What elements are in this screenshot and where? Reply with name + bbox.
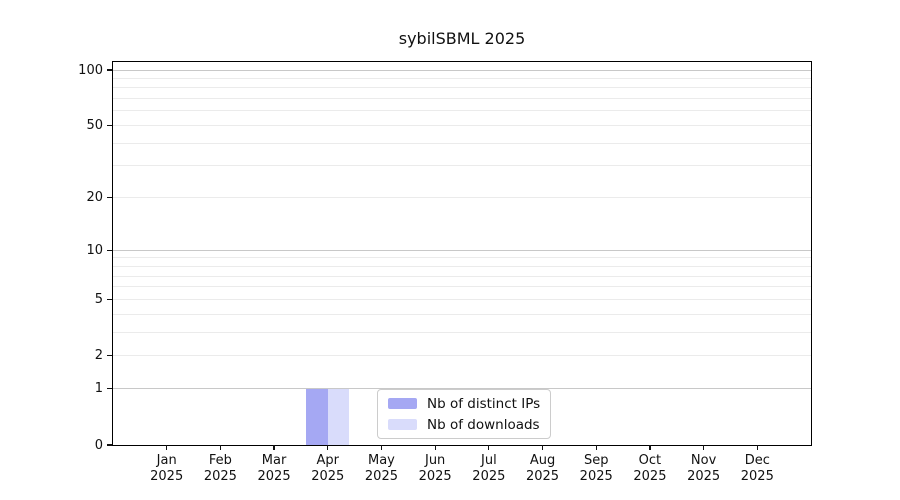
- x-axis-year-label: 2025: [633, 468, 667, 484]
- x-axis-tick: [327, 445, 329, 450]
- gridline: [113, 98, 811, 100]
- gridline: [113, 142, 811, 144]
- x-axis-tick: [595, 445, 597, 450]
- gridline: [113, 298, 811, 300]
- x-axis-tick: [380, 445, 383, 450]
- y-axis-tick: [106, 355, 112, 357]
- y-axis-tick: [106, 69, 112, 71]
- plot-area: Nb of distinct IPs Nb of downloads 100 50…: [78, 61, 812, 484]
- gridline: [113, 331, 811, 333]
- x-axis-year-label: 2025: [364, 468, 398, 484]
- y-axis-tick-label: 50: [86, 118, 103, 134]
- x-axis-year-label: 2025: [257, 468, 291, 484]
- legend-label-downloads: Nb of downloads: [427, 416, 540, 433]
- x-axis-tick: [166, 445, 168, 450]
- gridline: [113, 69, 811, 71]
- legend: Nb of distinct IPs Nb of downloads: [377, 389, 552, 439]
- x-axis-month-label: Dec 2025: [729, 453, 785, 484]
- x-axis-tick: [434, 445, 436, 450]
- x-axis-month-label: Apr 2025: [300, 453, 356, 484]
- gridline: [113, 313, 811, 315]
- bar-downloads: [327, 388, 350, 445]
- chart-title: sybilSBML 2025: [398, 29, 526, 48]
- x-axis-tick: [541, 445, 544, 450]
- x-axis-tick: [488, 445, 490, 450]
- x-axis-tick: [219, 445, 221, 450]
- x-axis-year-label: 2025: [579, 468, 613, 484]
- legend-swatch-distinct-ips: [388, 398, 417, 409]
- gridline: [113, 87, 811, 89]
- y-axis-tick-label: 10: [86, 242, 103, 258]
- x-axis-month-label: Jul 2025: [461, 453, 517, 484]
- gridline: [113, 286, 811, 288]
- x-axis-year-label: 2025: [472, 468, 506, 484]
- gridline: [113, 125, 811, 127]
- x-axis-year-label: 2025: [525, 468, 560, 484]
- y-axis-tick: [106, 197, 112, 199]
- y-axis-tick-label: 2: [94, 348, 103, 364]
- x-axis-month-label: May 2025: [353, 453, 409, 484]
- x-axis-tick: [273, 445, 275, 450]
- y-axis-tick-label: 0: [94, 437, 103, 453]
- y-axis-tick-label: 100: [78, 62, 103, 78]
- x-axis-year-label: 2025: [311, 468, 345, 484]
- x-axis-year-label: 2025: [150, 468, 184, 484]
- bar-distinct-ips: [306, 388, 328, 445]
- x-axis-month-label: Mar 2025: [246, 453, 302, 484]
- x-axis-year-label: 2025: [418, 468, 452, 484]
- y-axis-tick-label: 20: [86, 190, 103, 206]
- y-axis-tick: [106, 249, 112, 251]
- gridline: [113, 197, 811, 199]
- x-axis-month-label: Oct 2025: [622, 453, 678, 484]
- gridline: [113, 265, 811, 267]
- x-axis-year-label: 2025: [687, 468, 721, 484]
- gridline: [113, 249, 811, 251]
- y-axis-tick: [106, 298, 112, 300]
- gridline: [113, 77, 811, 79]
- x-axis-month-label: Feb 2025: [192, 453, 248, 484]
- x-axis-month-label: Jan 2025: [139, 453, 195, 484]
- x-axis-year-label: 2025: [740, 468, 774, 484]
- gridline: [113, 275, 811, 277]
- legend-swatch-downloads: [388, 419, 417, 430]
- y-axis-tick-label: 1: [94, 381, 103, 397]
- gridline: [113, 257, 811, 259]
- x-axis-month-label: Aug 2025: [515, 453, 571, 484]
- x-axis-month-label: Nov 2025: [676, 453, 732, 484]
- x-axis-tick: [756, 445, 758, 450]
- x-axis-tick: [703, 445, 705, 450]
- legend-label-distinct-ips: Nb of distinct IPs: [427, 395, 541, 412]
- y-axis-tick-label: 5: [94, 291, 103, 307]
- y-axis-tick: [106, 444, 112, 446]
- gridline: [113, 110, 811, 112]
- gridline: [113, 165, 811, 167]
- y-axis-tick: [106, 124, 112, 127]
- x-axis-tick: [649, 445, 651, 450]
- x-axis-month-label: Sep 2025: [568, 453, 624, 484]
- x-axis-year-label: 2025: [203, 468, 237, 484]
- legend-item-downloads: Nb of downloads: [388, 416, 540, 433]
- gridline: [113, 388, 811, 390]
- x-axis-month-label: Jun 2025: [407, 453, 463, 484]
- gridline: [113, 355, 811, 357]
- y-axis-tick: [106, 388, 112, 390]
- legend-item-distinct-ips: Nb of distinct IPs: [388, 395, 540, 412]
